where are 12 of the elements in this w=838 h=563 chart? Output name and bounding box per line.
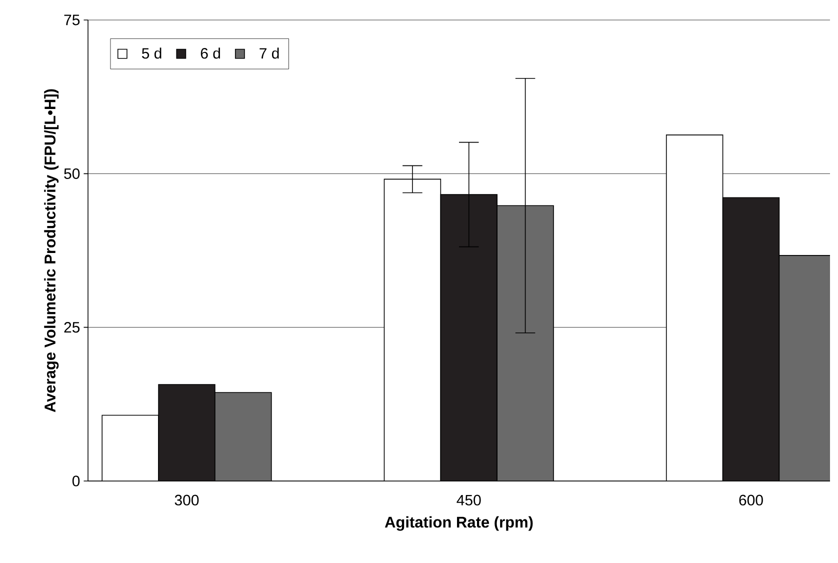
x-tick-label: 450 bbox=[456, 494, 481, 506]
y-axis-title: Average Volumetric Productivity (FPU/[L•H]) bbox=[44, 89, 59, 412]
legend-label: 6 d bbox=[200, 48, 220, 59]
legend-label: 5 d bbox=[142, 48, 162, 59]
y-tick-label: 50 bbox=[64, 168, 80, 179]
y-tick-label: 75 bbox=[64, 14, 80, 26]
x-tick-label: 300 bbox=[174, 494, 199, 506]
legend-label: 7 d bbox=[260, 48, 279, 59]
x-axis-title: Agitation Rate (rpm) bbox=[384, 516, 533, 531]
y-tick-label: 25 bbox=[64, 322, 80, 333]
x-tick-label: 600 bbox=[739, 494, 763, 506]
y-tick-label: 0 bbox=[72, 476, 80, 486]
